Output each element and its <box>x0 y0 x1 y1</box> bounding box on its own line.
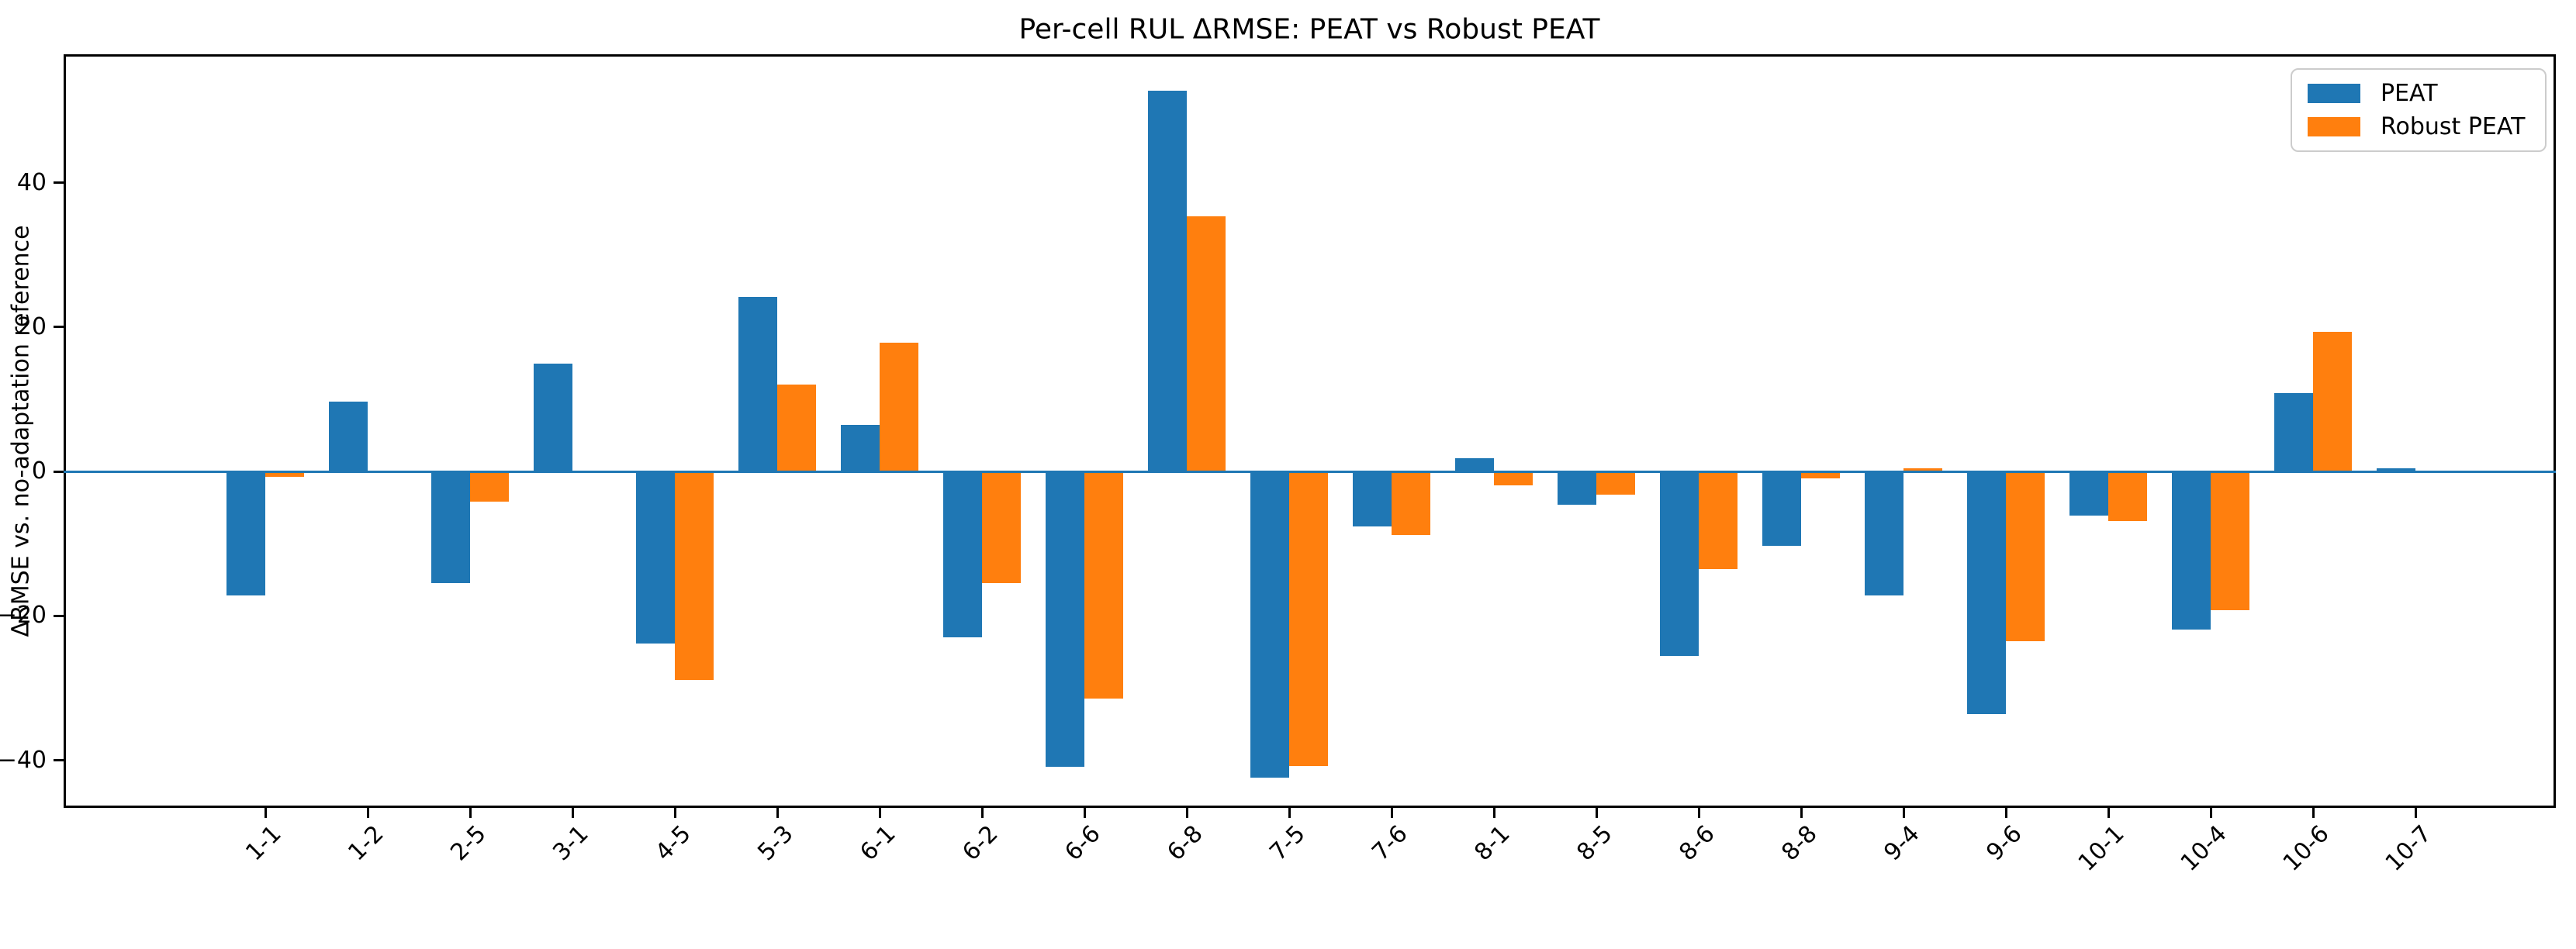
y-tick-label: 20 <box>16 312 47 340</box>
x-tick-mark <box>571 808 574 818</box>
x-tick-mark <box>1800 808 1803 818</box>
x-tick-mark <box>469 808 472 818</box>
bar-peat-8-8 <box>1762 471 1801 547</box>
bar-robust-peat-4-5 <box>675 471 714 681</box>
x-tick-mark <box>264 808 267 818</box>
bar-peat-10-6 <box>2274 392 2313 472</box>
chart-title: Per-cell RUL ΔRMSE: PEAT vs Robust PEAT <box>1018 13 1600 46</box>
bar-robust-peat-10-6 <box>2313 332 2352 472</box>
x-tick-mark <box>1083 808 1086 818</box>
y-tick-label: 40 <box>16 168 47 196</box>
x-tick-mark <box>1595 808 1598 818</box>
bar-peat-6-1 <box>841 424 880 472</box>
x-tick-mark <box>1185 808 1188 818</box>
bar-robust-peat-8-6 <box>1699 471 1738 569</box>
legend-entry-peat: PEAT <box>2292 80 2545 107</box>
bar-robust-peat-6-1 <box>880 343 918 472</box>
x-tick-mark <box>878 808 881 818</box>
y-tick-mark <box>54 614 64 617</box>
bar-robust-peat-6-6 <box>1084 471 1123 699</box>
y-tick-mark <box>54 181 64 185</box>
peat-color-swatch <box>2308 84 2360 104</box>
bar-peat-10-1 <box>2069 471 2108 516</box>
x-tick-mark <box>776 808 779 818</box>
bar-robust-peat-10-4 <box>2211 471 2249 610</box>
legend: PEAT Robust PEAT <box>2291 68 2547 152</box>
figure: Per-cell RUL ΔRMSE: PEAT vs Robust PEAT … <box>0 13 2556 877</box>
bar-robust-peat-10-1 <box>2108 471 2147 522</box>
x-tick-mark <box>1492 808 1495 818</box>
bar-robust-peat-7-6 <box>1392 471 1430 536</box>
bar-peat-10-4 <box>2172 471 2211 630</box>
bar-robust-peat-6-2 <box>982 471 1021 584</box>
x-tick-mark <box>1390 808 1393 818</box>
bar-robust-peat-8-1 <box>1494 471 1533 485</box>
legend-label-robust-peat: Robust PEAT <box>2381 112 2526 140</box>
x-tick-mark <box>673 808 676 818</box>
x-tick-mark <box>980 808 984 818</box>
bar-robust-peat-5-3 <box>777 385 816 472</box>
bar-peat-8-6 <box>1660 471 1699 656</box>
bar-peat-10-7 <box>2377 468 2415 472</box>
bar-peat-3-1 <box>534 364 572 472</box>
legend-entry-robust-peat: Robust PEAT <box>2292 113 2545 140</box>
bar-peat-7-5 <box>1250 471 1289 778</box>
bar-peat-2-5 <box>431 471 470 583</box>
zero-reference-line <box>64 470 2556 473</box>
x-tick-mark <box>2311 808 2315 818</box>
bar-robust-peat-1-1 <box>265 471 304 477</box>
x-tick-mark <box>1288 808 1291 818</box>
bar-peat-6-8 <box>1148 90 1187 472</box>
y-tick-mark <box>54 759 64 762</box>
bar-peat-8-1 <box>1455 458 1494 472</box>
y-tick-mark <box>54 326 64 329</box>
bar-robust-peat-2-5 <box>470 471 509 502</box>
robust-peat-color-swatch <box>2308 116 2360 136</box>
x-tick-mark <box>366 808 369 818</box>
legend-label-peat: PEAT <box>2381 80 2438 108</box>
bar-robust-peat-8-5 <box>1596 471 1635 495</box>
bar-robust-peat-7-5 <box>1289 471 1328 766</box>
bar-peat-6-6 <box>1046 471 1084 767</box>
bar-peat-9-6 <box>1967 471 2006 714</box>
y-tick-label: −40 <box>0 746 47 774</box>
bar-robust-peat-6-8 <box>1187 216 1226 472</box>
y-tick-mark <box>54 470 64 473</box>
bar-peat-8-5 <box>1558 471 1596 505</box>
bar-robust-peat-8-8 <box>1801 471 1840 479</box>
bar-peat-6-2 <box>943 471 982 638</box>
x-tick-mark <box>2209 808 2212 818</box>
bar-peat-1-2 <box>329 401 368 472</box>
bar-robust-peat-9-6 <box>2006 471 2045 641</box>
x-tick-mark <box>1697 808 1700 818</box>
x-tick-mark <box>1902 808 1905 818</box>
bar-peat-1-1 <box>226 471 265 596</box>
bar-peat-4-5 <box>636 471 675 644</box>
bar-peat-5-3 <box>738 296 777 472</box>
y-tick-label: −20 <box>0 602 47 630</box>
bar-robust-peat-9-4 <box>1903 468 1942 472</box>
bar-peat-7-6 <box>1353 471 1392 526</box>
bar-peat-9-4 <box>1865 471 1903 596</box>
x-tick-mark <box>2414 808 2417 818</box>
y-tick-label: 0 <box>31 457 47 485</box>
x-tick-mark <box>2107 808 2110 818</box>
x-tick-mark <box>2004 808 2007 818</box>
y-axis-label: ΔRMSE vs. no-adaptation reference <box>7 225 35 637</box>
